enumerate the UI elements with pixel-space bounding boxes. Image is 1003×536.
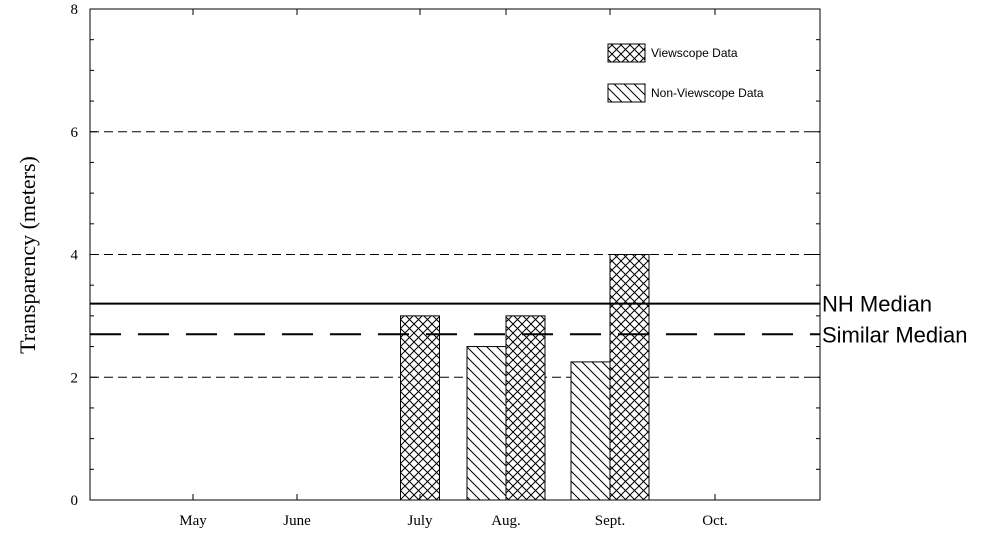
gridlines [90, 131, 820, 378]
bar-viewscope [505, 315, 546, 501]
legend: Viewscope Data Non-Viewscope Data [607, 43, 764, 103]
y-tick-label: 0 [71, 493, 79, 509]
bar-viewscope [400, 315, 440, 501]
legend-swatch [607, 43, 646, 63]
x-tick-label: Aug. [491, 513, 521, 529]
x-tick-label: June [283, 513, 311, 529]
y-tick-label: 4 [71, 248, 79, 264]
legend-label: Viewscope Data [651, 46, 738, 60]
legend-label: Non-Viewscope Data [651, 86, 764, 100]
x-tick-label: July [407, 513, 433, 529]
x-tick-label: Sept. [595, 513, 625, 529]
y-tick-label: 2 [71, 370, 79, 386]
bar-viewscope [609, 254, 650, 501]
bar-non-viewscope [466, 346, 507, 501]
legend-swatch [607, 83, 646, 103]
bar-non-viewscope [570, 361, 611, 501]
x-tick-label: Oct. [702, 513, 727, 529]
nh-median-label: NH Median [822, 292, 932, 317]
x-tick-label: May [179, 513, 207, 529]
y-tick-label: 6 [71, 125, 79, 141]
tick-labels: 0 2 4 6 8 May June July Aug. Sept. Oct. [71, 2, 728, 529]
similar-median-label: Similar Median [822, 322, 968, 347]
y-axis-title: Transparency (meters) [15, 156, 40, 354]
axes [89, 8, 821, 501]
reference-lines: NH Median Similar Median [90, 292, 968, 347]
bars [400, 254, 650, 501]
y-tick-label: 8 [71, 2, 79, 18]
